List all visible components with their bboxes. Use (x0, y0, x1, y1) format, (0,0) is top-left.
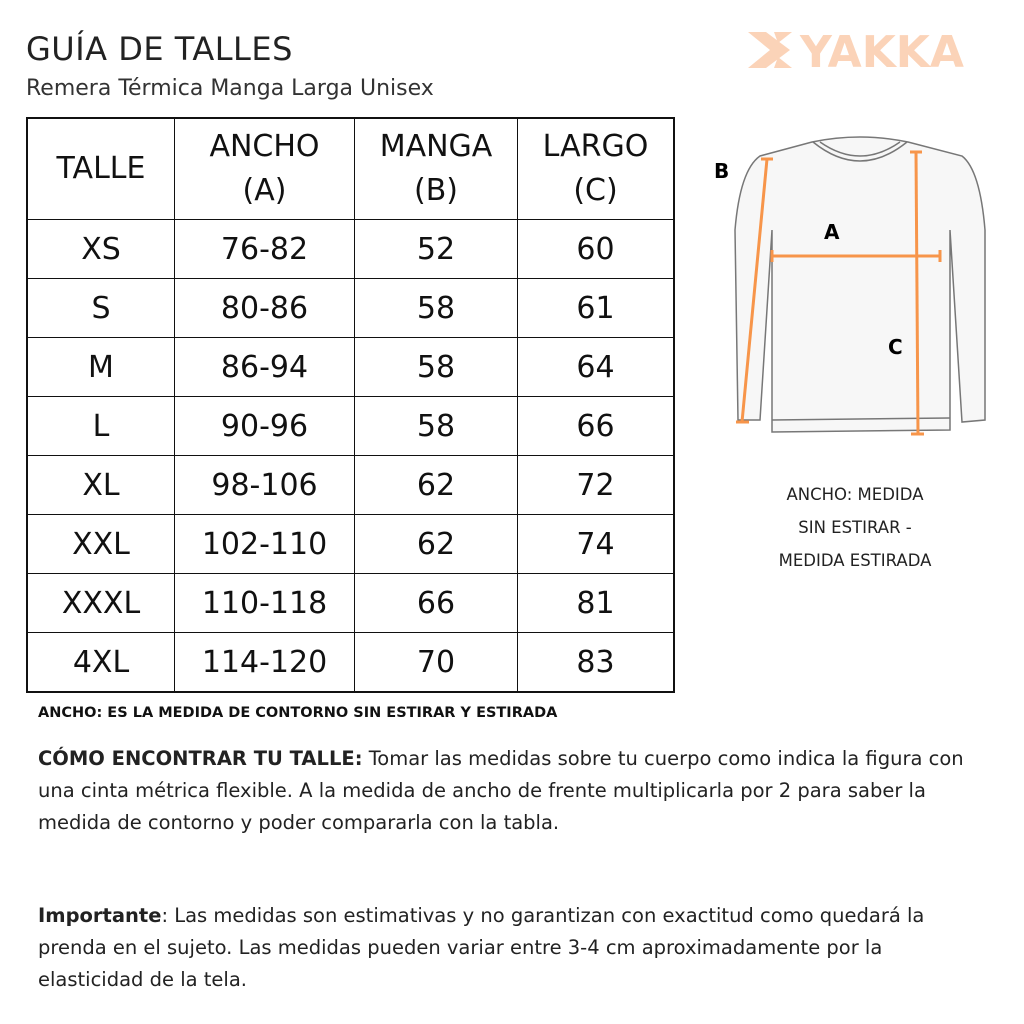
table-cell: S (26, 278, 175, 338)
table-row: XL 98-106 62 72 (26, 455, 675, 515)
table-cell: 64 (517, 337, 675, 397)
how-text: Tomar las medidas sobre tu cuerpo como i… (38, 747, 964, 834)
how-to-find-size: CÓMO ENCONTRAR TU TALLE: Tomar las medid… (38, 743, 988, 839)
table-cell: 72 (517, 455, 675, 515)
label-b: B (714, 159, 729, 183)
table-cell: 110-118 (174, 573, 355, 633)
table-cell: 60 (517, 219, 675, 279)
yakka-logo: YAKKA (748, 30, 964, 72)
table-header-row: TALLE ANCHO (A) MANGA (B) LARGO (C) (26, 117, 675, 220)
logo-text: YAKKA (799, 30, 964, 72)
table-cell: XS (26, 219, 175, 279)
table-cell: 58 (354, 337, 518, 397)
table-row: M 86-94 58 64 (26, 337, 675, 397)
ancho-desc-line: SIN ESTIRAR - (798, 518, 912, 537)
table-cell: 62 (354, 514, 518, 574)
table-cell: 66 (517, 396, 675, 456)
table-cell: 80-86 (174, 278, 355, 338)
page-subtitle: Remera Térmica Manga Larga Unisex (26, 76, 434, 101)
table-cell: 58 (354, 278, 518, 338)
table-cell: 114-120 (174, 632, 355, 693)
shirt-diagram: B A C (714, 136, 986, 436)
table-cell: 58 (354, 396, 518, 456)
table-cell: 62 (354, 455, 518, 515)
table-cell: 83 (517, 632, 675, 693)
measure-line-b (740, 158, 769, 423)
table-cell: 74 (517, 514, 675, 574)
header-largo: LARGO (C) (517, 117, 675, 220)
important-note: Importante: Las medidas son estimativas … (38, 900, 988, 996)
table-cell: 66 (354, 573, 518, 633)
header-talle: TALLE (26, 117, 175, 220)
shirt-outline (734, 136, 986, 433)
ancho-note: ANCHO: ES LA MEDIDA DE CONTORNO SIN ESTI… (38, 705, 558, 721)
important-text: : Las medidas son estimativas y no garan… (38, 904, 925, 991)
label-c: C (888, 335, 903, 359)
table-cell: M (26, 337, 175, 397)
table-cell: 76-82 (174, 219, 355, 279)
size-table: TALLE ANCHO (A) MANGA (B) LARGO (C) XS 76-82… (26, 117, 675, 693)
measure-line-c (914, 151, 920, 435)
label-a: A (824, 220, 840, 244)
measure-lines (736, 150, 942, 436)
table-cell: XXL (26, 514, 175, 574)
table-row: L 90-96 58 66 (26, 396, 675, 456)
ancho-desc-line: ANCHO: MEDIDA (786, 485, 924, 504)
table-cell: L (26, 396, 175, 456)
table-cell: 81 (517, 573, 675, 633)
table-cell: 70 (354, 632, 518, 693)
ancho-description: ANCHO: MEDIDA SIN ESTIRAR - MEDIDA ESTIR… (730, 478, 980, 577)
table-row: XXL 102-110 62 74 (26, 514, 675, 574)
table-row: 4XL 114-120 70 83 (26, 632, 675, 693)
table-row: S 80-86 58 61 (26, 278, 675, 338)
table-cell: 102-110 (174, 514, 355, 574)
table-cell: XXXL (26, 573, 175, 633)
table-row: XS 76-82 52 60 (26, 219, 675, 279)
header-manga: MANGA (B) (354, 117, 518, 220)
table-cell: 52 (354, 219, 518, 279)
table-row: XXXL 110-118 66 81 (26, 573, 675, 633)
ancho-desc-line: MEDIDA ESTIRADA (778, 551, 932, 570)
table-cell: 61 (517, 278, 675, 338)
important-heading: Importante (38, 904, 162, 927)
table-cell: 90-96 (174, 396, 355, 456)
page-title: GUÍA DE TALLES (26, 30, 293, 68)
how-heading: CÓMO ENCONTRAR TU TALLE: (38, 747, 363, 770)
table-cell: 98-106 (174, 455, 355, 515)
table-cell: 4XL (26, 632, 175, 693)
header-ancho: ANCHO (A) (174, 117, 355, 220)
table-cell: 86-94 (174, 337, 355, 397)
table-cell: XL (26, 455, 175, 515)
